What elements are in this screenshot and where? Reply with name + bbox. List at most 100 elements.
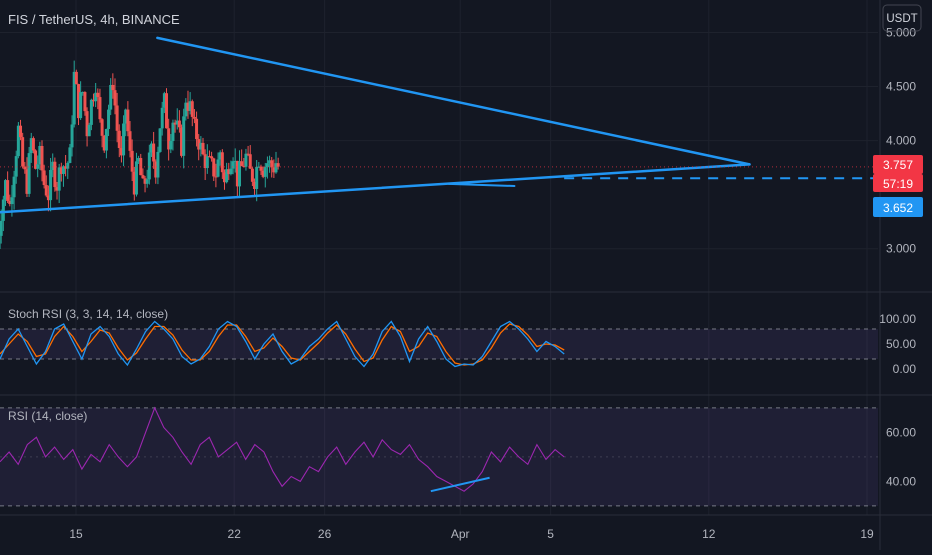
candle-down [177,120,181,128]
price-tick-label: 5.000 [886,25,916,39]
candle-down [19,125,23,138]
rsi-line-path [0,406,565,492]
candle-down [165,93,169,129]
candle-up [1,199,5,221]
candle-down [23,166,27,170]
rsi-tick-label: 60.00 [886,425,916,439]
candle-up [104,129,108,151]
candle-down [240,161,244,166]
candle-up [137,158,141,162]
candle-down [220,152,224,173]
candle-up [147,152,151,180]
candle-up [265,163,269,168]
candle-down [242,165,246,167]
candle-down [190,101,194,117]
candle-up [66,162,70,169]
candle-up [162,93,166,108]
price-tag-last [873,155,923,174]
candle-down [111,84,115,91]
candle-up [72,71,76,125]
candle-up [274,163,278,173]
time-tick-label: 22 [228,527,242,541]
candle-down [259,166,263,171]
price-tag-last-text: 3.757 [883,158,913,172]
candle-up [188,101,192,111]
candle-down [55,187,59,191]
candle-up [255,166,259,189]
stoch-tick-label: 0.00 [893,362,917,376]
candle-down [83,92,87,112]
candle-down [40,145,44,171]
candle-down [207,156,211,158]
time-tick-label: 12 [702,527,716,541]
candle-up [238,161,242,187]
trendline [156,36,751,166]
candle-down [195,118,199,140]
candle-down [59,167,63,174]
candle-down [98,97,102,120]
candle-down [31,138,35,151]
rsi-trendline [430,476,490,493]
candle-down [76,84,80,119]
candle-down [246,153,250,155]
candle-down [8,200,12,205]
candle-up [169,140,173,150]
candle-down [119,148,123,156]
candle-down [130,150,134,172]
candle-down [141,175,145,179]
candle-down [192,116,196,119]
candle-up [87,124,91,137]
candle-up [244,153,248,167]
candle-up [10,197,14,205]
candle-up [3,180,7,200]
currency-label: USDT [886,13,917,25]
candle-down [113,90,117,106]
candle-up [68,147,72,163]
candle-down [102,135,106,151]
candle-up [182,116,186,156]
candle-down [227,169,231,175]
stoch-rsi-title: Stoch RSI (3, 3, 14, 14, close) [8,307,168,321]
price-tag-countdown-text: 57:19 [883,177,913,191]
candle-up [27,153,31,194]
candle-down [235,160,239,187]
candle-up [175,120,179,125]
candle-up [0,235,1,249]
candle-down [173,122,177,125]
trendline [447,182,516,188]
candle-up [225,169,229,183]
candle-up [263,167,267,177]
rsi-title: RSI (14, close) [8,409,87,423]
currency-button[interactable] [882,4,922,32]
candle-down [248,154,252,169]
candle-down [74,71,78,85]
candles[interactable] [0,60,280,256]
time-tick-label: Apr [451,527,470,541]
candle-down [272,167,276,173]
candle-down [154,161,158,178]
candle-up [61,166,65,174]
candle-down [25,169,29,194]
candle-down [34,150,38,169]
candle-down [222,172,226,183]
price-tag-level [873,197,923,217]
candle-down [276,163,280,167]
candle-down [270,160,274,168]
stoch-k-line [0,320,565,368]
candle-down [85,111,89,137]
candle-up [171,122,175,141]
trendlines[interactable] [0,36,878,214]
candle-up [36,164,40,169]
candle-down [96,92,100,98]
candle-down [253,181,257,189]
candle-down [115,105,119,131]
candle-down [201,142,205,155]
candle-up [134,161,138,195]
price-tick-label: 3.000 [886,242,916,256]
candle-up [184,102,188,117]
price-tick-label: 4.500 [886,80,916,94]
candle-down [186,102,190,111]
chart-title: FIS / TetherUS, 4h, BINANCE [8,12,180,27]
